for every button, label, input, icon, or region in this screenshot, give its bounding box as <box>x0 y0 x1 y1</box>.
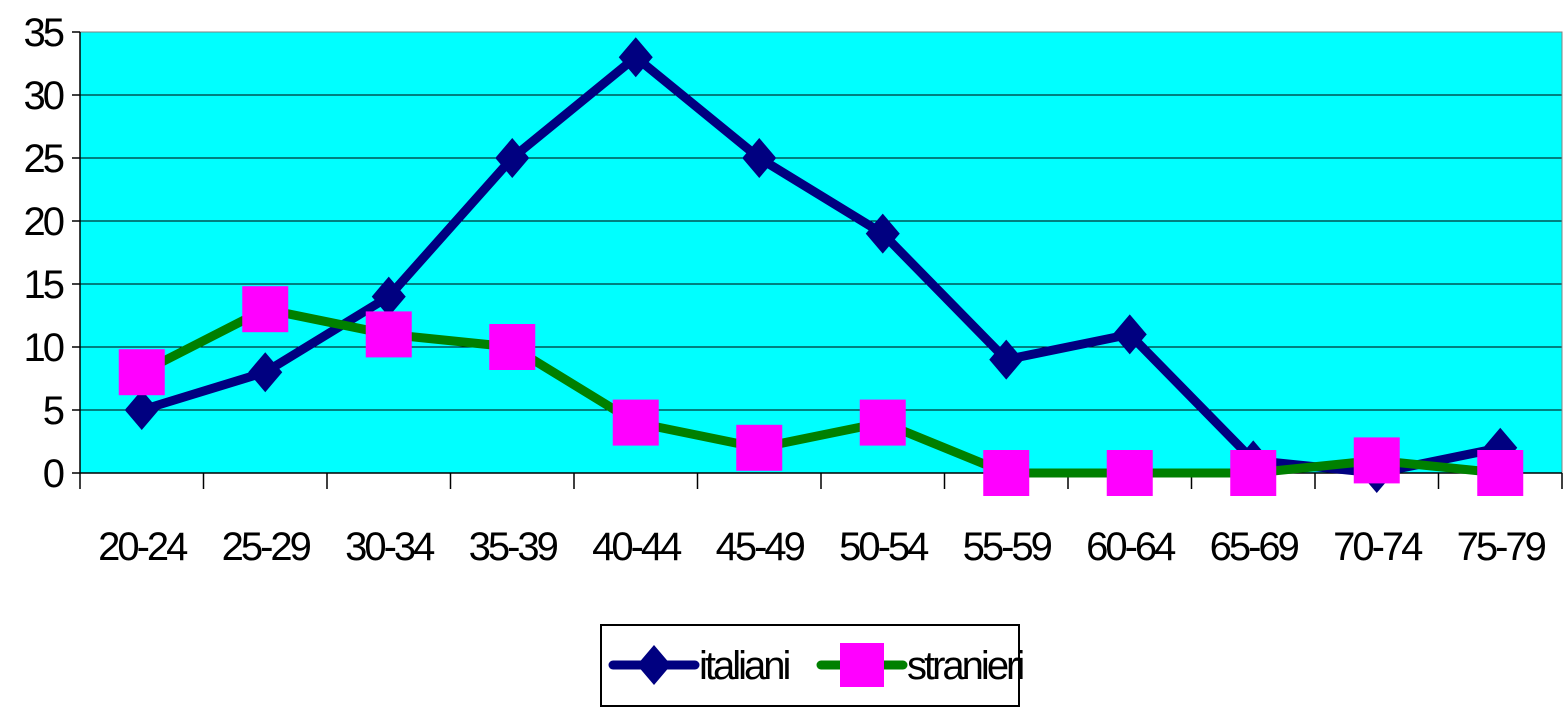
y-tick-label: 20 <box>24 200 64 244</box>
x-tick-label: 75-79 <box>1457 525 1546 569</box>
data-point-italiani <box>124 390 159 430</box>
data-point-stranieri <box>242 286 289 333</box>
data-point-stranieri <box>612 399 659 446</box>
data-point-italiani <box>1112 314 1147 355</box>
data-point-stranieri <box>1230 450 1277 496</box>
markers-stranieri <box>118 286 1524 496</box>
x-axis-ticks: 20-24 25-29 30-34 35-39 40-44 45-49 50-54 55-59… <box>79 473 1563 569</box>
x-tick-label: 35-39 <box>469 525 558 569</box>
y-axis-ticks: 0 5 10 15 20 25 30 35 <box>24 11 80 496</box>
y-tick-label: 30 <box>24 74 64 118</box>
x-tick-label: 60-64 <box>1086 525 1176 569</box>
x-tick-label: 55-59 <box>963 525 1052 569</box>
legend-marker <box>840 643 884 687</box>
data-point-stranieri <box>1106 450 1153 496</box>
plot-background <box>80 32 1562 473</box>
data-point-italiani <box>248 352 283 393</box>
data-point-italiani <box>865 213 900 254</box>
data-point-stranieri <box>1353 437 1400 484</box>
y-tick-label: 0 <box>43 452 64 496</box>
x-tick-label: 40-44 <box>592 525 682 569</box>
legend: italiani stranieri <box>600 624 1026 707</box>
y-tick-label: 35 <box>24 11 64 55</box>
data-point-stranieri <box>983 450 1030 496</box>
data-point-italiani <box>989 339 1024 380</box>
x-tick-label: 30-34 <box>345 525 435 569</box>
legend-marker <box>637 645 671 685</box>
x-tick-label: 25-29 <box>222 525 311 569</box>
data-point-italiani <box>742 138 777 178</box>
plot-area <box>79 31 1563 474</box>
data-point-stranieri <box>859 399 906 446</box>
x-tick-label: 45-49 <box>716 525 805 569</box>
y-tick-label: 25 <box>24 137 64 181</box>
data-point-italiani <box>371 276 406 317</box>
legend-item-stranieri: stranieri <box>816 643 1026 688</box>
y-tick-label: 10 <box>24 326 64 370</box>
data-point-stranieri <box>736 424 783 471</box>
data-point-italiani <box>618 37 653 78</box>
data-point-stranieri <box>118 349 165 396</box>
y-tick-label: 15 <box>24 263 64 307</box>
series-group <box>118 37 1524 496</box>
y-tick-label: 5 <box>43 389 64 433</box>
x-tick-label: 65-69 <box>1210 525 1299 569</box>
data-point-italiani <box>495 138 530 178</box>
x-tick-label: 20-24 <box>98 525 188 569</box>
x-tick-label: 70-74 <box>1333 525 1423 569</box>
legend-item-italiani: italiani <box>608 644 793 688</box>
data-point-stranieri <box>1477 450 1524 496</box>
data-point-stranieri <box>489 324 536 370</box>
legend-label: stranieri <box>907 644 1023 688</box>
data-point-stranieri <box>365 311 412 358</box>
x-tick-label: 50-54 <box>839 525 929 569</box>
legend-label: italiani <box>699 644 790 688</box>
